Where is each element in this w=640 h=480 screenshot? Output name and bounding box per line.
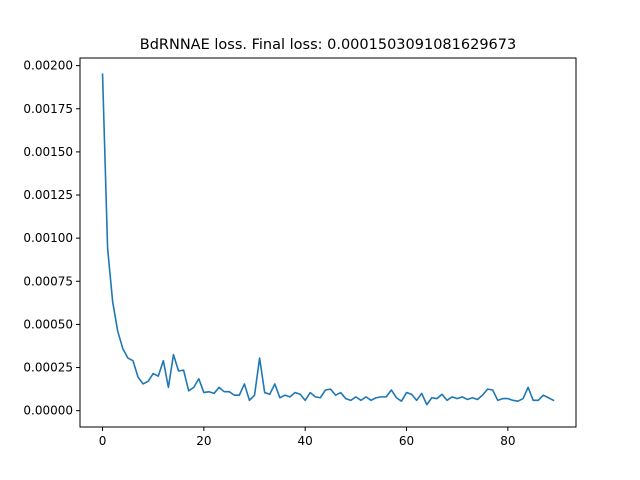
- y-tick-label: 0.00100: [23, 231, 73, 245]
- y-tick-label: 0.00025: [23, 361, 73, 375]
- x-tick-label: 60: [399, 434, 414, 448]
- axes-frame: [79, 57, 577, 428]
- y-tick-label: 0.00000: [23, 404, 73, 418]
- y-tick-label: 0.00050: [23, 317, 73, 331]
- series-line-0: [101, 73, 555, 406]
- chart-title: BdRNNAE loss. Final loss: 0.000150309108…: [140, 37, 516, 53]
- y-tick-label: 0.00125: [23, 188, 73, 202]
- y-tick-label: 0.00200: [23, 59, 73, 73]
- y-tick-label: 0.00075: [23, 274, 73, 288]
- x-tick-label: 80: [500, 434, 515, 448]
- x-tick-label: 40: [298, 434, 313, 448]
- x-tick-label: 20: [196, 434, 211, 448]
- y-tick-label: 0.00175: [23, 102, 73, 116]
- y-tick-label: 0.00150: [23, 145, 73, 159]
- x-tick-label: 0: [99, 434, 107, 448]
- plot-area: 0 20 40 60 80 0.00000 0.00025 0.00050 0.00075 0.0…: [23, 57, 577, 448]
